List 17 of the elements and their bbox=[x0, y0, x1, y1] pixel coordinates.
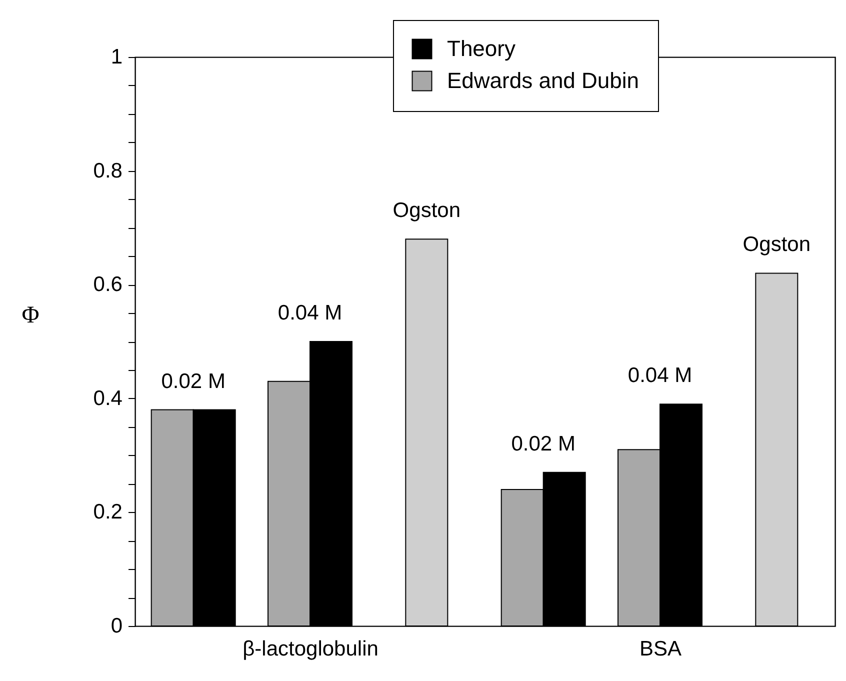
annotation: Ogston bbox=[392, 199, 461, 222]
x-tick-label: BSA bbox=[639, 638, 682, 660]
y-axis-title: Φ bbox=[22, 302, 40, 328]
legend-label: Edwards and Dubin bbox=[447, 68, 640, 93]
y-tick-label: 0.2 bbox=[93, 500, 122, 524]
y-tick-label: 0.4 bbox=[93, 386, 123, 410]
annotation: Ogston bbox=[742, 233, 811, 256]
y-tick-label: 0.8 bbox=[93, 159, 122, 182]
y-tick-label: 0.6 bbox=[93, 273, 122, 296]
annotation: 0.02 M bbox=[161, 370, 226, 393]
y-tick-label: 0 bbox=[110, 614, 122, 638]
x-tick-label: β-lactoglobulin bbox=[242, 638, 378, 660]
annotation: 0.04 M bbox=[628, 364, 692, 388]
legend-label: Theory bbox=[447, 36, 516, 61]
annotation: 0.02 M bbox=[511, 432, 576, 456]
annotation: 0.04 M bbox=[278, 302, 342, 324]
y-tick-label: 1 bbox=[110, 46, 122, 68]
